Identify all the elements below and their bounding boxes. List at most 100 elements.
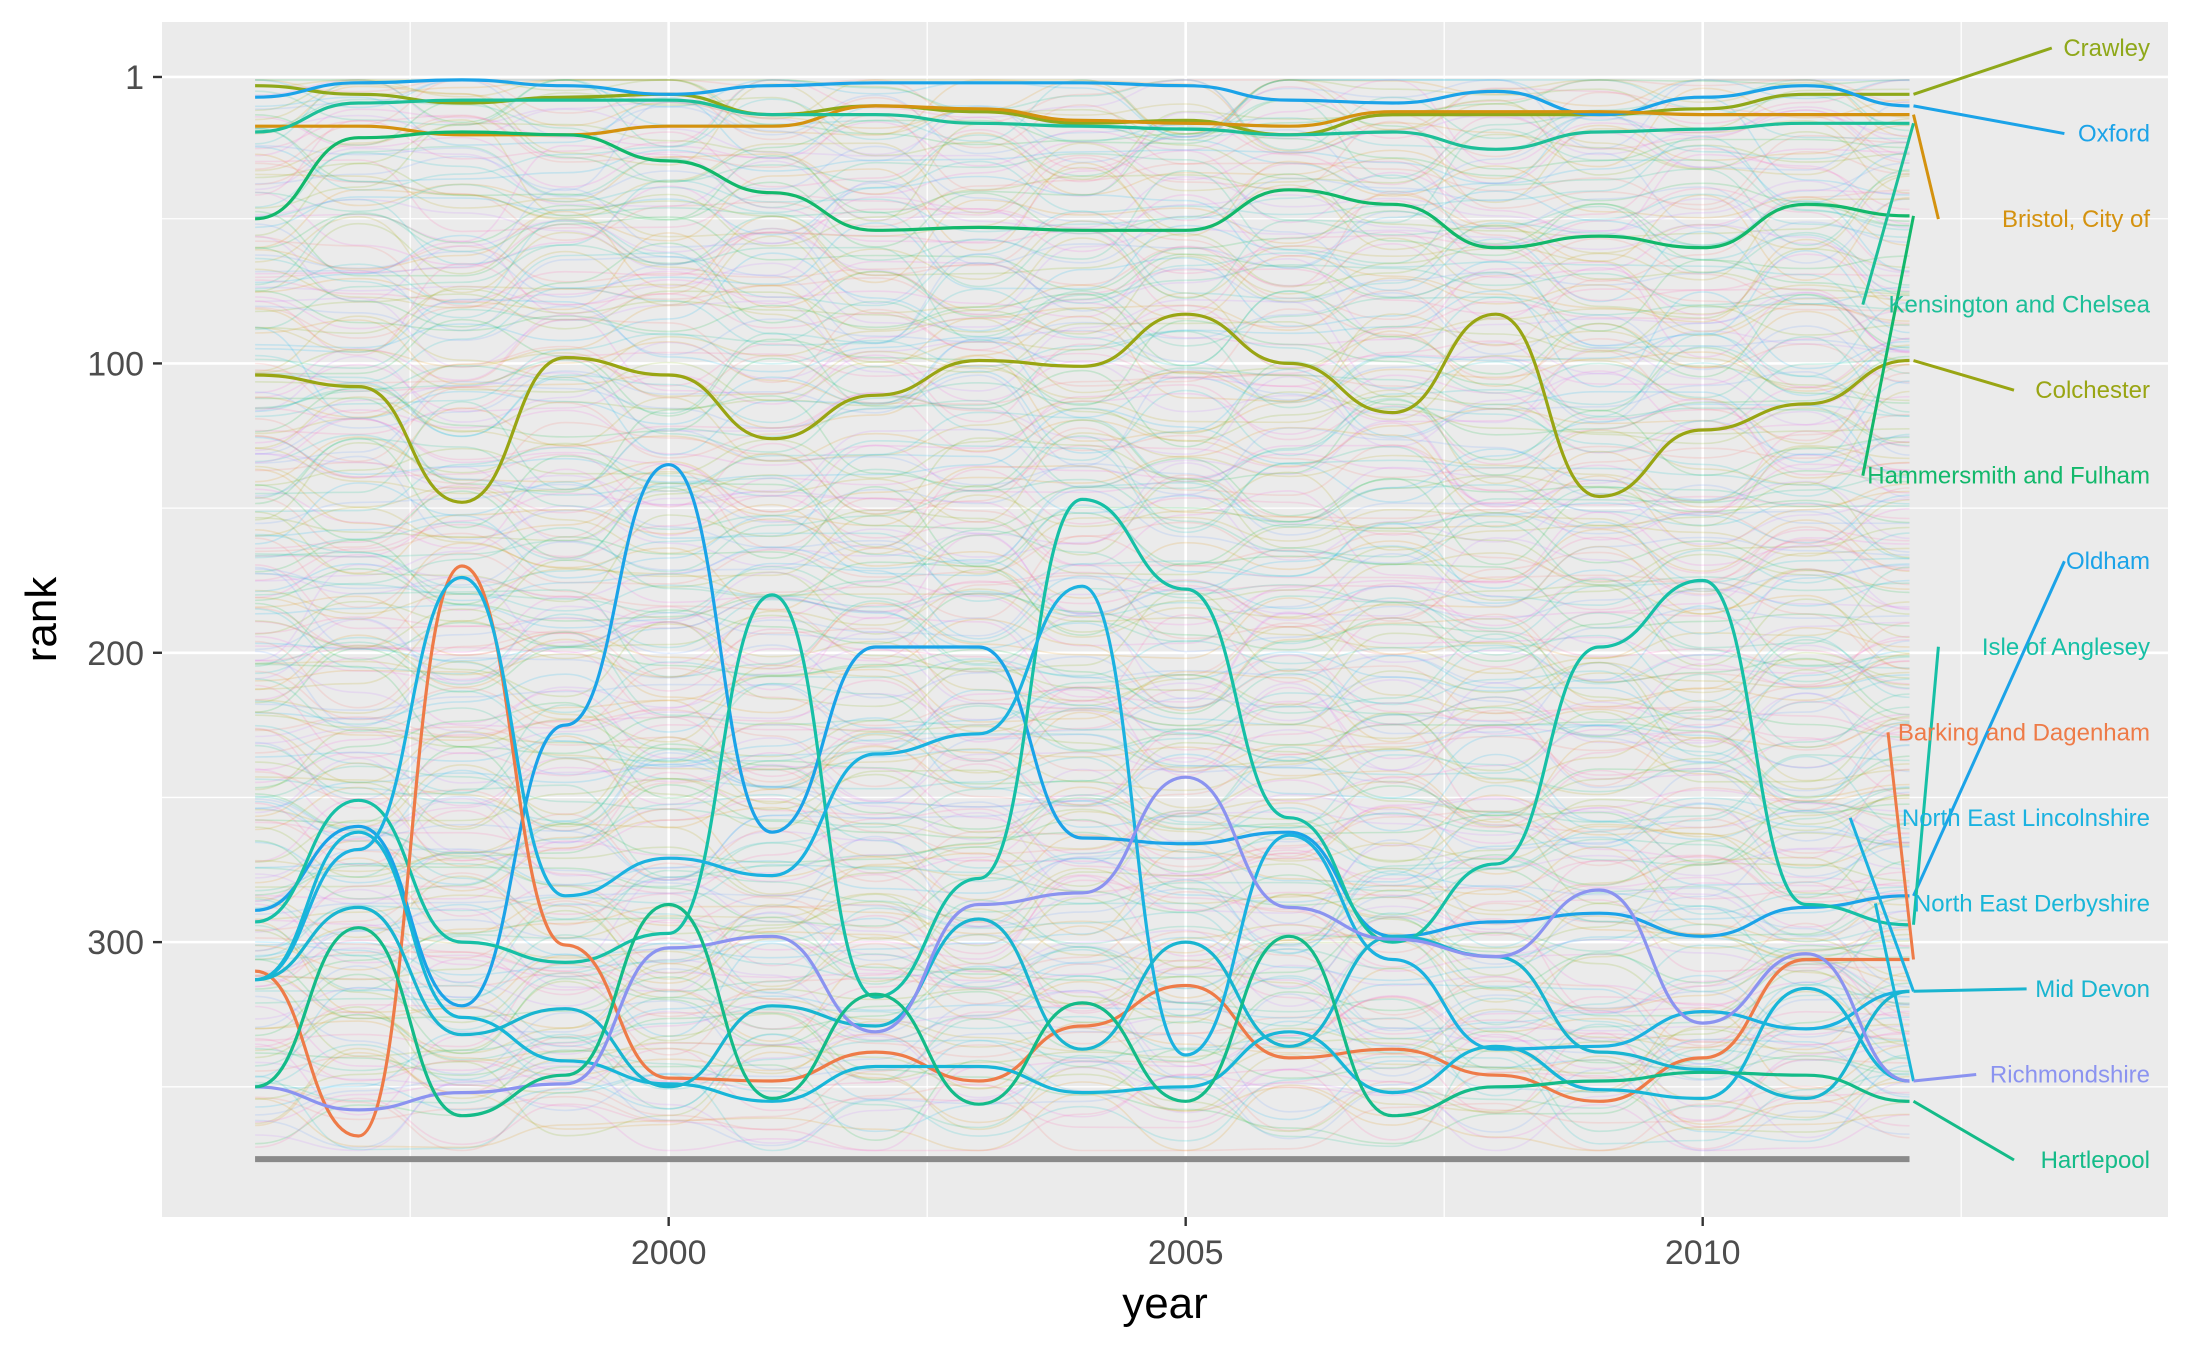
background-series-line: [255, 1030, 1910, 1116]
background-series-line: [255, 277, 1910, 347]
background-series-line: [255, 108, 1910, 198]
background-series-line: [255, 468, 1910, 553]
background-series-line: [255, 219, 1910, 316]
background-series-line: [255, 884, 1910, 948]
background-series-line: [255, 522, 1910, 607]
background-series-line: [255, 240, 1910, 320]
background-series-line: [255, 235, 1910, 333]
background-series-line: [255, 465, 1910, 548]
background-series-line: [255, 710, 1910, 791]
background-series-line: [255, 395, 1910, 487]
background-series-line: [255, 801, 1910, 881]
background-series-line: [255, 200, 1910, 295]
background-series-line: [255, 611, 1910, 703]
leader-line: [1861, 122, 1915, 306]
background-series-line: [255, 193, 1910, 289]
leader-line: [1861, 215, 1915, 476]
background-series-line: [255, 941, 1910, 1040]
background-series-line: [255, 1051, 1910, 1130]
background-series-line: [255, 198, 1910, 295]
background-series-line: [255, 503, 1910, 599]
background-series-line: [255, 289, 1910, 388]
background-series-line: [255, 699, 1910, 791]
background-series-line: [255, 650, 1910, 733]
series-line: Hartlepool: [254, 902, 1910, 1118]
background-series-line: [255, 725, 1910, 812]
plot-panel: [162, 22, 2168, 1217]
background-series-line: [255, 598, 1910, 685]
x-axis-ticks: 2000 2005 2010: [631, 1217, 1741, 1272]
background-series-line: [255, 620, 1910, 720]
background-series-line: [255, 242, 1910, 332]
background-series-line: [255, 995, 1910, 1089]
series-line: Richmondshire: [255, 775, 1910, 1112]
background-series-line: [255, 313, 1910, 403]
background-series-line: [255, 222, 1910, 305]
background-series-line: [255, 1031, 1910, 1122]
background-series-line: [255, 658, 1910, 743]
background-series-line: [255, 960, 1910, 1056]
background-series-line: [255, 329, 1910, 429]
background-series-line: [255, 465, 1910, 557]
background-series-line: [255, 806, 1910, 901]
background-series-line: [255, 539, 1910, 630]
background-series-line: [255, 83, 1910, 176]
background-series-line: [255, 623, 1910, 716]
background-series-line: [255, 462, 1910, 550]
background-series-line: [255, 981, 1910, 1078]
background-series-line: [255, 180, 1910, 277]
background-series-line: [255, 922, 1910, 1018]
background-series-line: [255, 947, 1910, 1043]
background-series-line: [255, 917, 1910, 991]
background-series-line: [255, 350, 1910, 445]
background-series-line: [255, 162, 1910, 247]
background-series-line: [255, 310, 1910, 405]
background-series-line: [255, 509, 1910, 603]
background-series-line: [255, 482, 1910, 579]
background-series-line: [255, 588, 1910, 679]
background-series-line: [255, 562, 1910, 640]
background-series-line: [255, 672, 1910, 763]
background-series-line: [255, 426, 1910, 514]
background-series-line: [255, 589, 1910, 683]
background-series-line: [255, 975, 1910, 1071]
background-series-line: [255, 916, 1910, 1007]
background-series-line: [255, 249, 1910, 349]
leader-line: [1912, 560, 2066, 897]
background-series-line: [255, 840, 1910, 928]
background-series-line: [255, 160, 1910, 252]
background-series-line: [255, 386, 1910, 479]
background-series-line: [255, 289, 1910, 378]
background-series-line: [255, 689, 1910, 769]
background-series-line: [255, 506, 1910, 593]
background-series-line: [255, 619, 1910, 715]
background-series-line: [255, 996, 1910, 1094]
background-series-line: [255, 644, 1910, 735]
background-series-line: [255, 921, 1910, 1014]
background-series-line: [255, 422, 1910, 516]
y-tick-label: 1: [125, 59, 144, 97]
background-series-line: [255, 647, 1910, 743]
background-series-line: [255, 800, 1910, 886]
background-series-line: [255, 144, 1910, 243]
background-series-line: [255, 150, 1910, 242]
background-series-line: [255, 1041, 1910, 1131]
background-series-line: [255, 663, 1910, 762]
leader-line: [1886, 732, 1915, 960]
background-series-line: [255, 116, 1910, 196]
series-line: Isle of Anglesey: [255, 497, 1910, 999]
bottom-rank-band: [255, 1156, 1910, 1163]
leader-line: [1873, 903, 1915, 1082]
background-series-line: [255, 613, 1910, 709]
leader-line: [1913, 46, 2053, 96]
background-series-line: [255, 879, 1910, 973]
background-series-line: [255, 215, 1910, 305]
background-series-line: [255, 856, 1910, 939]
background-series-line: [255, 713, 1910, 805]
background-series-line: [255, 455, 1910, 541]
background-series-line: [255, 403, 1910, 503]
leader-line: [1913, 359, 2015, 392]
background-series-line: [255, 733, 1910, 828]
background-series-line: [255, 109, 1910, 196]
